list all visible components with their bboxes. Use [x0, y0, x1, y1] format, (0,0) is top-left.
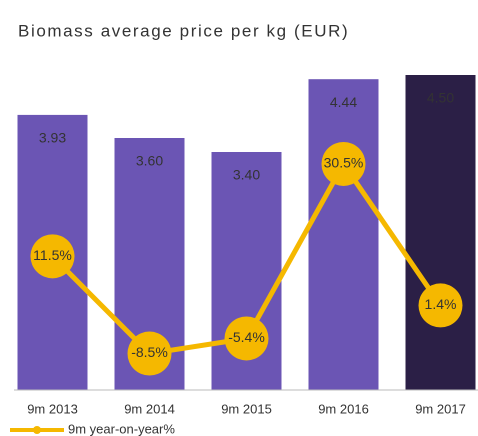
x-tick-label: 9m 2014 [124, 401, 175, 416]
bar [308, 79, 379, 390]
line-value-label: -5.4% [228, 329, 265, 345]
x-tick-label: 9m 2015 [221, 401, 272, 416]
line-marker [127, 331, 172, 376]
line-marker [321, 141, 366, 186]
bar-value-label: 3.93 [39, 130, 66, 146]
line-marker [418, 283, 463, 328]
chart-title: Biomass average price per kg (EUR) [18, 21, 349, 40]
x-tick-label: 9m 2013 [27, 401, 78, 416]
line-marker [30, 234, 75, 279]
line-value-label: 1.4% [425, 296, 457, 312]
line-value-label: 30.5% [324, 155, 364, 171]
bar-value-label: 4.50 [427, 90, 454, 106]
bar-value-label: 4.44 [330, 94, 357, 110]
bar-value-label: 3.60 [136, 153, 163, 169]
line-value-label: -8.5% [131, 344, 168, 360]
x-tick-label: 9m 2017 [415, 401, 466, 416]
legend-label: 9m year-on-year% [68, 421, 175, 436]
bar [405, 75, 476, 390]
x-tick-label: 9m 2016 [318, 401, 369, 416]
line-marker [224, 316, 269, 361]
line-value-label: 11.5% [33, 247, 72, 263]
bar-value-label: 3.40 [233, 167, 260, 183]
legend-marker [33, 426, 41, 434]
